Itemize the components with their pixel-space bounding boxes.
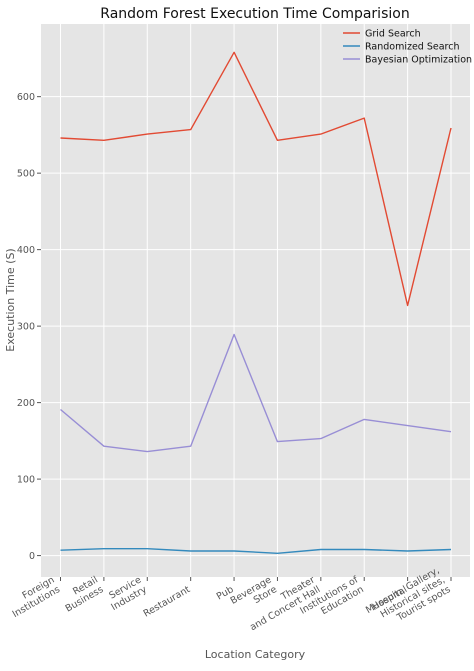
- series-line-bayesian-optimization: [60, 333, 452, 453]
- plot-area: [41, 24, 470, 577]
- y-axis-label: Execution Time (S): [4, 248, 17, 351]
- series-line-randomized-search: [60, 548, 452, 554]
- x-axis-label: Location Category: [205, 648, 306, 661]
- legend-label: Grid Search: [365, 29, 421, 40]
- y-tick-label: 100: [17, 475, 35, 486]
- legend-label: Randomized Search: [365, 42, 460, 53]
- x-tick-label: RetailBusiness: [58, 575, 105, 615]
- chart-title: Random Forest Execution Time Comparision: [100, 6, 409, 22]
- y-tick-label: 500: [17, 169, 35, 180]
- x-tick-label: ForeignInstitutions: [5, 575, 62, 621]
- y-tick-label: 200: [17, 398, 35, 409]
- series-lines: [60, 51, 452, 554]
- y-tick-label: 0: [29, 551, 35, 562]
- legend: Grid Search Randomized Search Bayesian Opt…: [343, 29, 472, 66]
- y-tick-label: 400: [17, 245, 35, 256]
- x-tick-label: Restaurant: [142, 584, 193, 620]
- legend-label: Bayesian Optimization: [365, 55, 472, 66]
- series-line-grid-search: [60, 51, 452, 307]
- y-tick-label: 600: [17, 92, 35, 103]
- x-tick-label: ServiceIndustry: [104, 574, 149, 613]
- gridlines: [41, 24, 470, 577]
- x-tick-label-line: Restaurant: [142, 584, 193, 620]
- y-tick-label: 300: [17, 322, 35, 333]
- y-ticks: 0 100 200 300 400 500 600: [17, 92, 41, 562]
